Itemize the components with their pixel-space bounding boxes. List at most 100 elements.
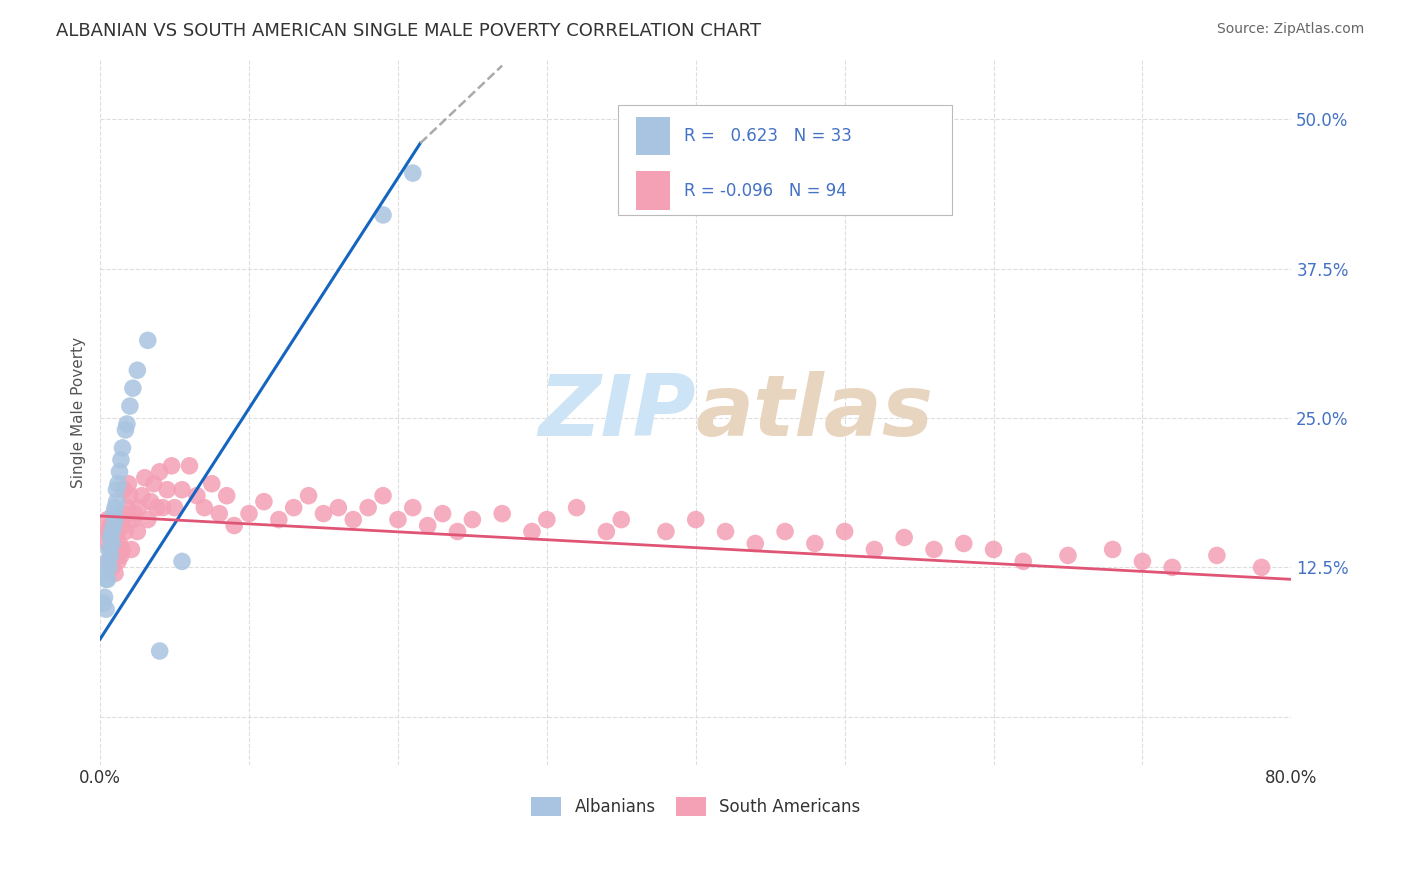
Point [163,500,186,515]
Point [97,572,120,586]
Point [134,471,156,485]
Point [253,494,276,508]
Point [179,458,201,473]
Point [100,549,122,563]
Point [1161,560,1184,574]
Point [97,512,120,526]
Point [536,512,558,526]
Point [117,476,139,491]
Point [112,507,135,521]
Point [893,531,915,545]
Point [1250,560,1272,574]
Point [863,542,886,557]
Point [122,381,145,395]
Point [97,536,120,550]
Point [193,500,215,515]
Point [118,489,141,503]
Point [387,512,409,526]
Point [170,483,193,497]
Point [215,489,238,503]
Point [1012,554,1035,568]
Point [98,560,121,574]
Point [97,554,120,568]
Text: atlas: atlas [696,370,934,453]
Point [714,524,737,539]
Point [416,518,439,533]
Bar [619,105,952,215]
Point [94,572,117,586]
Point [655,524,678,539]
Point [922,542,945,557]
Point [152,500,174,515]
Point [1205,549,1227,563]
Point [804,536,827,550]
Point [111,441,134,455]
Point [111,542,134,557]
Text: ZIP: ZIP [538,370,696,453]
Point [128,500,150,515]
Point [108,465,131,479]
Point [94,524,117,539]
Point [101,536,124,550]
Point [402,500,425,515]
Point [267,512,290,526]
Point [100,531,122,545]
Point [98,524,121,539]
Point [1057,549,1080,563]
Text: R = -0.096   N = 94: R = -0.096 N = 94 [683,182,846,200]
Text: R =   0.623   N = 33: R = 0.623 N = 33 [683,127,852,145]
Point [357,500,380,515]
Point [136,334,159,348]
Point [103,507,125,521]
Point [142,476,165,491]
Point [156,483,179,497]
Point [595,524,617,539]
Bar [636,171,669,210]
Text: ALBANIAN VS SOUTH AMERICAN SINGLE MALE POVERTY CORRELATION CHART: ALBANIAN VS SOUTH AMERICAN SINGLE MALE P… [56,22,761,40]
Point [103,549,125,563]
Point [111,518,134,533]
Point [149,465,172,479]
Point [312,507,335,521]
Point [98,554,121,568]
Point [744,536,766,550]
Point [834,524,856,539]
Point [208,507,231,521]
Point [100,518,122,533]
Point [201,476,224,491]
Point [446,524,468,539]
Point [124,507,146,521]
Point [105,494,128,508]
Point [122,512,145,526]
Point [983,542,1005,557]
Text: Source: ZipAtlas.com: Source: ZipAtlas.com [1216,22,1364,37]
Point [432,507,454,521]
Point [100,542,122,557]
Point [108,536,131,550]
Point [283,500,305,515]
Point [104,512,127,526]
Point [342,512,364,526]
Point [127,363,149,377]
Point [110,549,132,563]
Point [328,500,350,515]
Point [115,500,138,515]
Point [104,566,127,581]
Point [103,518,125,533]
Point [461,512,484,526]
Point [104,512,127,526]
Point [149,644,172,658]
Point [685,512,707,526]
Point [118,399,141,413]
Point [104,500,127,515]
Point [610,512,633,526]
Point [297,489,319,503]
Legend: Albanians, South Americans: Albanians, South Americans [531,797,860,816]
Point [186,489,208,503]
Point [107,524,129,539]
Point [115,417,138,431]
Point [371,489,394,503]
Point [565,500,588,515]
Point [107,554,129,568]
Point [105,518,128,533]
